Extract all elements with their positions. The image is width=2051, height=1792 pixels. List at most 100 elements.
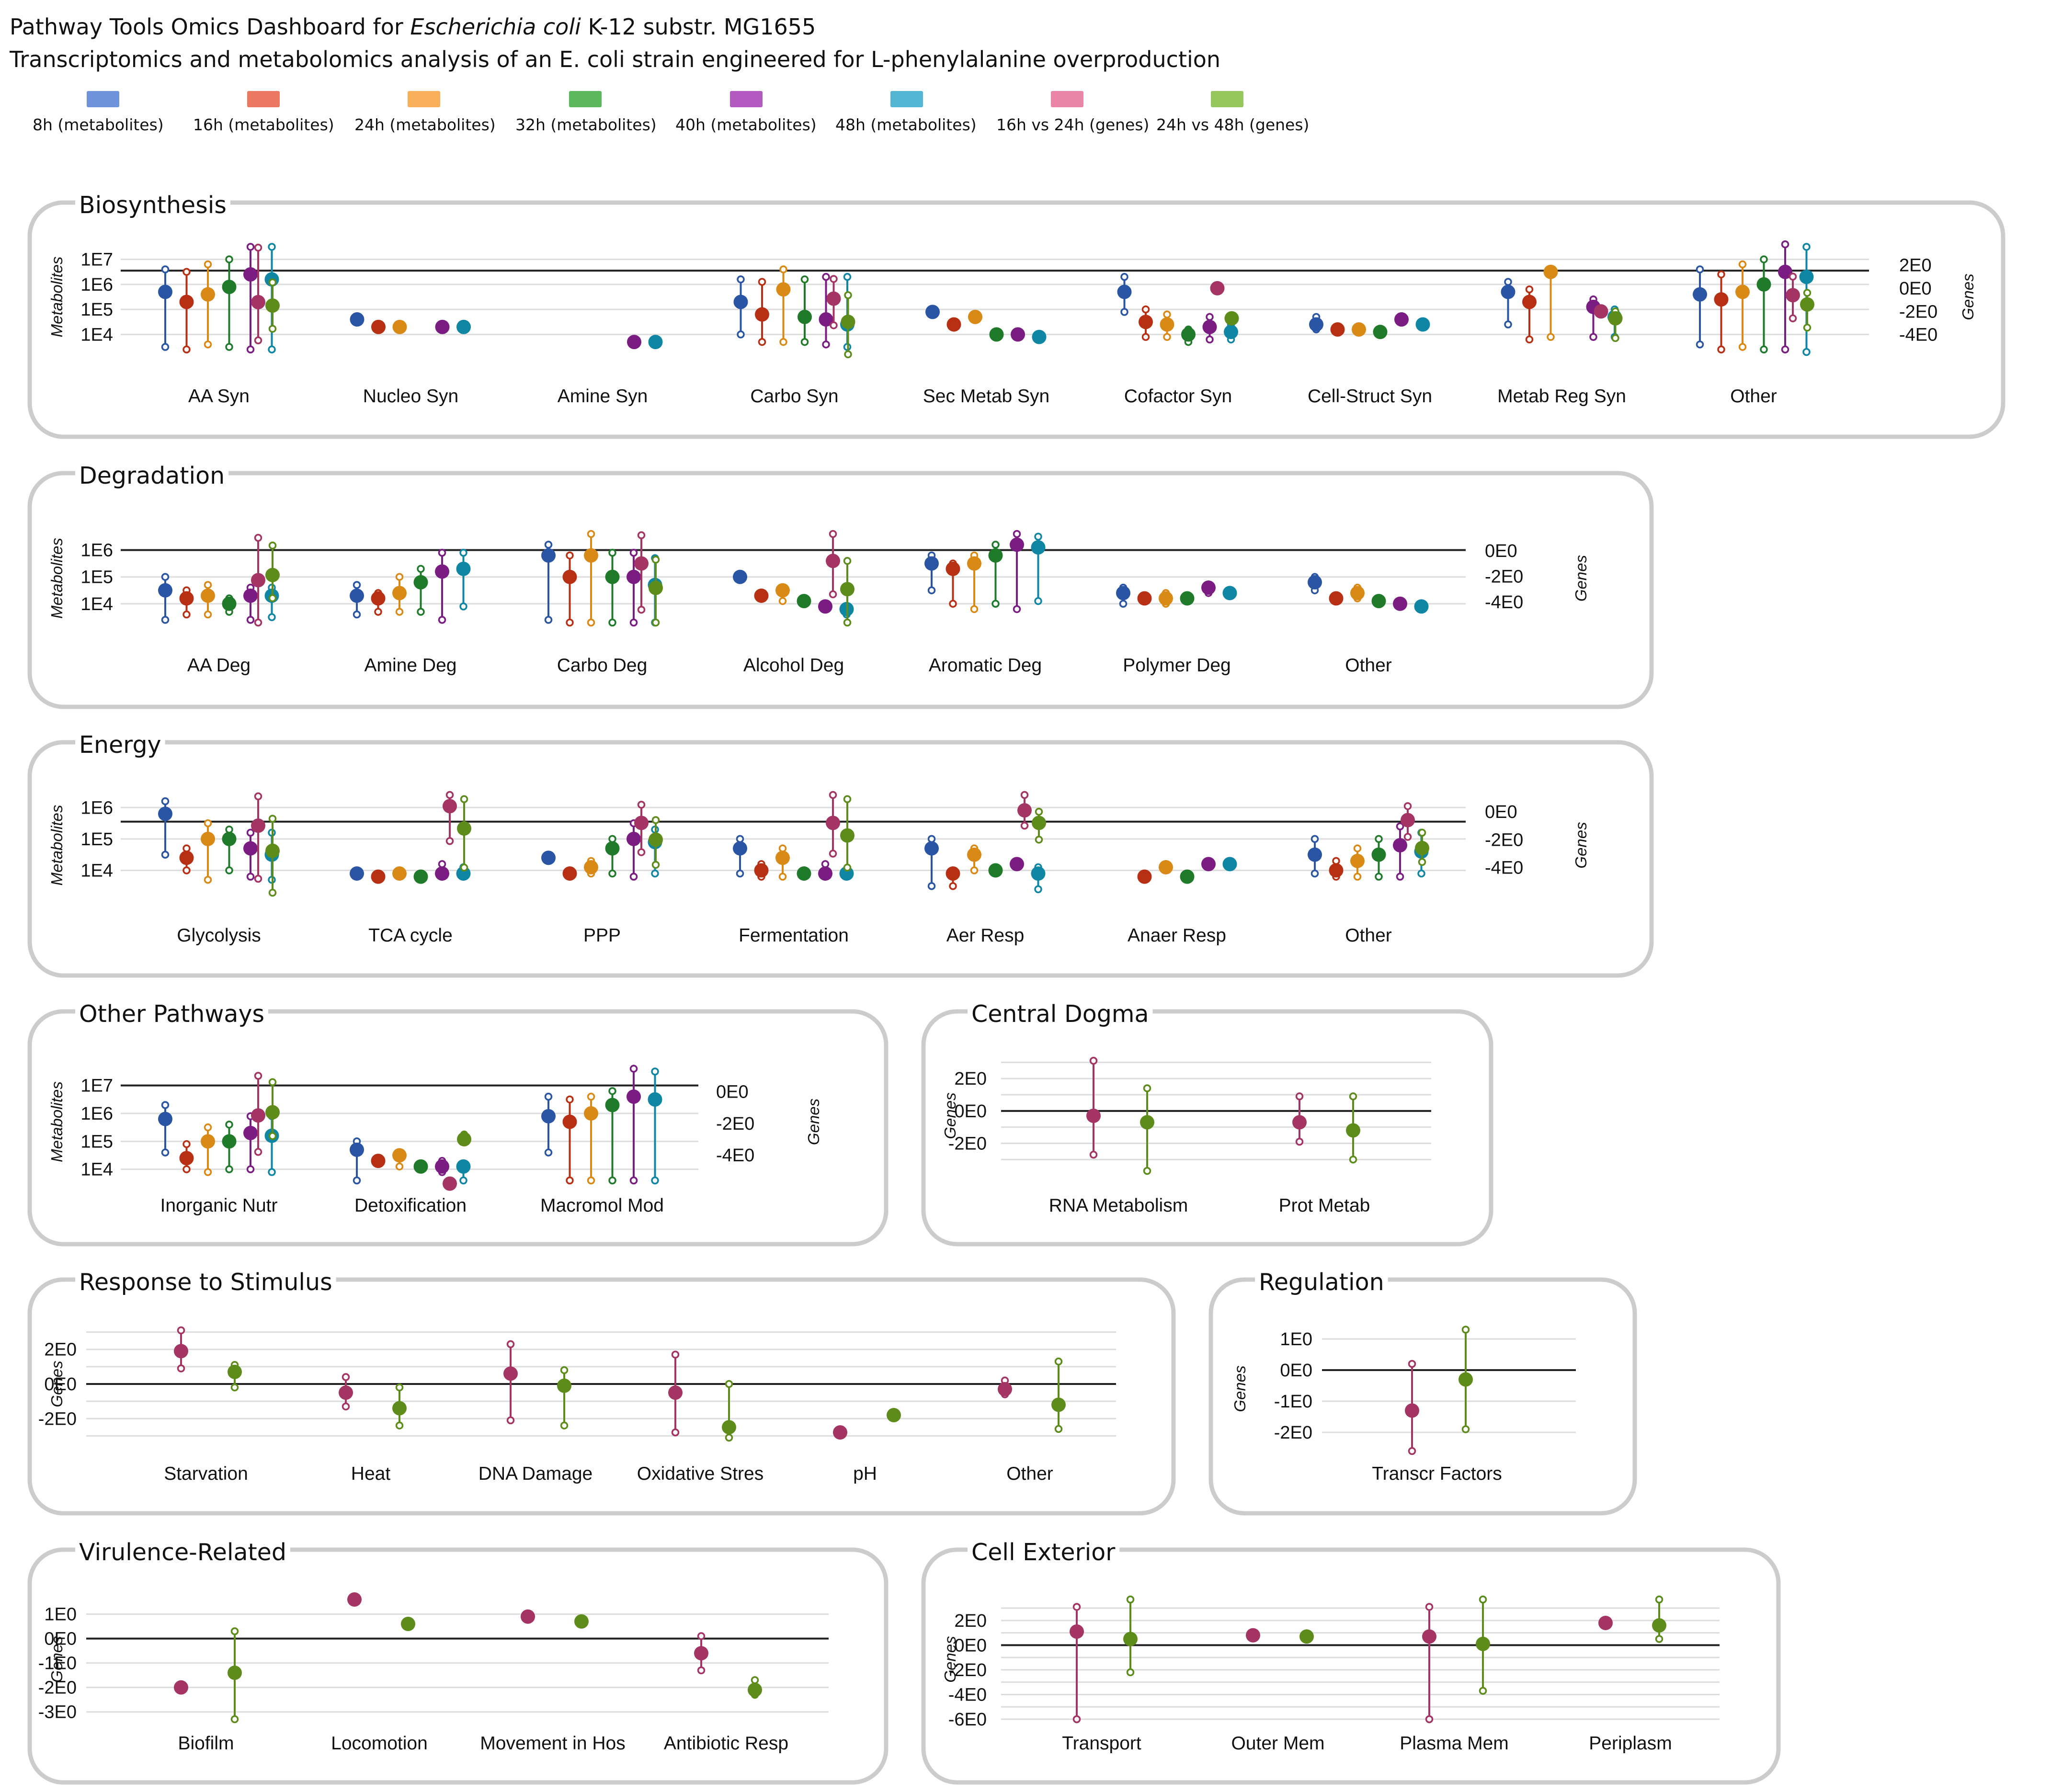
- metabolite-24h-metabolites-min: [778, 873, 787, 881]
- gene-16h-vs-24h-genes-min: [1089, 1150, 1098, 1159]
- metabolite-32h-metabolites-min: [225, 866, 233, 874]
- gene-tick-label: -2E0: [38, 1409, 77, 1429]
- metabolite-8h-metabolites-max: [161, 797, 170, 805]
- metabolite-24h-metabolites-max: [778, 844, 787, 852]
- gene-tick-label: 0E0: [954, 1101, 987, 1122]
- metabolite-48h-metabolites-mean: [648, 335, 663, 350]
- metabolite-16h-metabolites-min: [566, 1176, 574, 1185]
- gene-24h-vs-48h-genes-min: [1054, 1425, 1063, 1433]
- legend-label-40h-metabolites: 40h (metabolites): [675, 115, 817, 134]
- legend-swatch-24h-metabolites: [408, 91, 440, 107]
- panel-frame: [1208, 1277, 1637, 1516]
- metabolite-40h-metabolites-mean: [243, 267, 258, 282]
- metabolite-tick-label: 1E6: [80, 1104, 113, 1124]
- metabolite-48h-metabolites-mean: [1031, 866, 1046, 881]
- gene-24h-vs-48h-genes-min: [843, 863, 852, 872]
- metabolite-24h-metabolites-min: [1163, 333, 1171, 341]
- gene-24h-vs-48h-genes-min: [268, 888, 277, 897]
- metabolite-tick-label: 1E6: [80, 541, 113, 561]
- gene-16h-vs-24h-genes-min: [254, 1148, 262, 1156]
- metabolite-48h-metabolites-mean: [1799, 270, 1814, 284]
- gene-tick-label: -2E0: [948, 1660, 987, 1680]
- panel-frame: [27, 740, 1654, 978]
- gene-16h-vs-24h-genes-min: [637, 605, 646, 614]
- gene-24h-vs-48h-genes-max: [1418, 828, 1426, 837]
- category-label: Antibiotic Resp: [664, 1733, 788, 1754]
- metabolite-24h-metabolites-mean: [1352, 322, 1366, 337]
- panel-biosynthesis: Biosynthesis 1E7 1E6 1E5 1E4 2E0 0E0 -2E0 -4E0 Me…: [27, 192, 2005, 439]
- legend: 8h (metabolites) 16h (metabolites) 24h (me…: [33, 91, 1309, 134]
- metabolite-32h-metabolites-mean: [222, 831, 237, 846]
- metabolite-8h-metabolites-min: [353, 610, 361, 619]
- gene-24h-vs-48h-genes-min: [1479, 1687, 1487, 1695]
- metabolite-48h-metabolites-max: [651, 1067, 659, 1076]
- gene-24h-vs-48h-genes-max: [1349, 1092, 1357, 1100]
- gene-16h-vs-24h-genes-min: [1295, 1137, 1304, 1146]
- metabolite-32h-metabolites-min: [1375, 873, 1383, 881]
- metabolite-24h-metabolites-mean: [1160, 317, 1174, 332]
- category-macromol-mod: Macromol Mod: [540, 1065, 664, 1216]
- gene-tick-label: 1E0: [44, 1605, 77, 1625]
- metabolite-40h-metabolites-max: [629, 548, 638, 557]
- gene-tick-label: -2E0: [716, 1114, 754, 1134]
- category-label: Locomotion: [331, 1733, 428, 1754]
- category-dna-damage: DNA Damage: [479, 1340, 593, 1484]
- legend-swatch-16h-vs-24h-genes: [1051, 91, 1083, 107]
- metabolite-8h-metabolites-min: [1310, 869, 1319, 878]
- panel-title-gap: [968, 1544, 1120, 1556]
- gene-24h-vs-48h-genes-mean: [1032, 816, 1046, 830]
- metabolite-40h-metabolites-min: [438, 616, 446, 624]
- gene-24h-vs-48h-genes-min: [1143, 1167, 1151, 1175]
- category-outer-mem: Outer Mem: [1231, 1628, 1325, 1754]
- metabolite-16h-metabolites-mean: [179, 295, 194, 309]
- metabolite-40h-metabolites-mean: [1201, 857, 1216, 872]
- metabolite-16h-metabolites-mean: [371, 869, 386, 884]
- gene-tick-label: -2E0: [1274, 1423, 1312, 1443]
- gene-16h-vs-24h-genes-mean: [174, 1680, 188, 1695]
- category-label: AA Syn: [188, 386, 250, 407]
- metabolite-32h-metabolites-min: [608, 1176, 616, 1185]
- metabolite-24h-metabolites-mean: [392, 1148, 407, 1163]
- metabolite-8h-metabolites-mean: [158, 1111, 172, 1126]
- genes-axis-label: Genes: [941, 1636, 959, 1682]
- metabolite-16h-metabolites-min: [1525, 335, 1534, 344]
- metabolite-24h-metabolites-min: [587, 1176, 595, 1185]
- title-suffix: K-12 substr. MG1655: [581, 14, 816, 40]
- metabolite-40h-metabolites-mean: [627, 335, 641, 350]
- category-oxidative-stres: Oxidative Stres: [637, 1350, 763, 1484]
- metabolite-tick-label: 1E6: [80, 275, 113, 295]
- gene-16h-vs-24h-genes-max: [254, 533, 262, 542]
- gene-24h-vs-48h-genes-max: [268, 541, 277, 550]
- metabolite-40h-metabolites-max: [1396, 822, 1404, 830]
- gene-16h-vs-24h-genes-max: [830, 275, 838, 283]
- metabolite-24h-metabolites-mean: [1735, 284, 1750, 299]
- metabolite-tick-label: 1E5: [80, 567, 113, 588]
- gene-24h-vs-48h-genes-min: [1035, 836, 1043, 844]
- gene-24h-vs-48h-genes-max: [395, 1383, 404, 1392]
- panels: Biosynthesis 1E7 1E6 1E5 1E4 2E0 0E0 -2E0 -4E0 Me…: [27, 192, 2005, 1785]
- gene-16h-vs-24h-genes-mean: [251, 295, 265, 309]
- gene-24h-vs-48h-genes-mean: [265, 1105, 280, 1120]
- metabolite-40h-metabolites-mean: [435, 866, 449, 881]
- gene-24h-vs-48h-genes-mean: [228, 1364, 242, 1379]
- metabolite-40h-metabolites-mean: [1393, 596, 1407, 611]
- metabolite-16h-metabolites-min: [182, 1165, 191, 1173]
- gene-tick-label: -3E0: [38, 1702, 77, 1723]
- gene-16h-vs-24h-genes-min: [254, 618, 262, 627]
- metabolite-40h-metabolites-max: [822, 272, 830, 281]
- category-label: Plasma Mem: [1400, 1733, 1509, 1754]
- category-glycolysis: Glycolysis: [158, 792, 280, 946]
- metabolite-40h-metabolites-min: [629, 1176, 638, 1185]
- metabolite-24h-metabolites-max: [1163, 310, 1171, 318]
- metabolite-48h-metabolites-max: [459, 548, 467, 557]
- metabolite-24h-metabolites-mean: [392, 586, 407, 601]
- gene-24h-vs-48h-genes-max: [1655, 1595, 1664, 1604]
- genes-axis-label: Genes: [48, 1636, 66, 1682]
- metabolite-32h-metabolites-max: [800, 275, 809, 284]
- panel-frame: [27, 471, 1654, 709]
- gene-24h-vs-48h-genes-mean: [574, 1614, 589, 1629]
- gene-tick-label: -2E0: [1485, 567, 1523, 587]
- gene-16h-vs-24h-genes-min: [830, 321, 838, 329]
- category-sec-metab-syn: Sec Metab Syn: [923, 305, 1049, 407]
